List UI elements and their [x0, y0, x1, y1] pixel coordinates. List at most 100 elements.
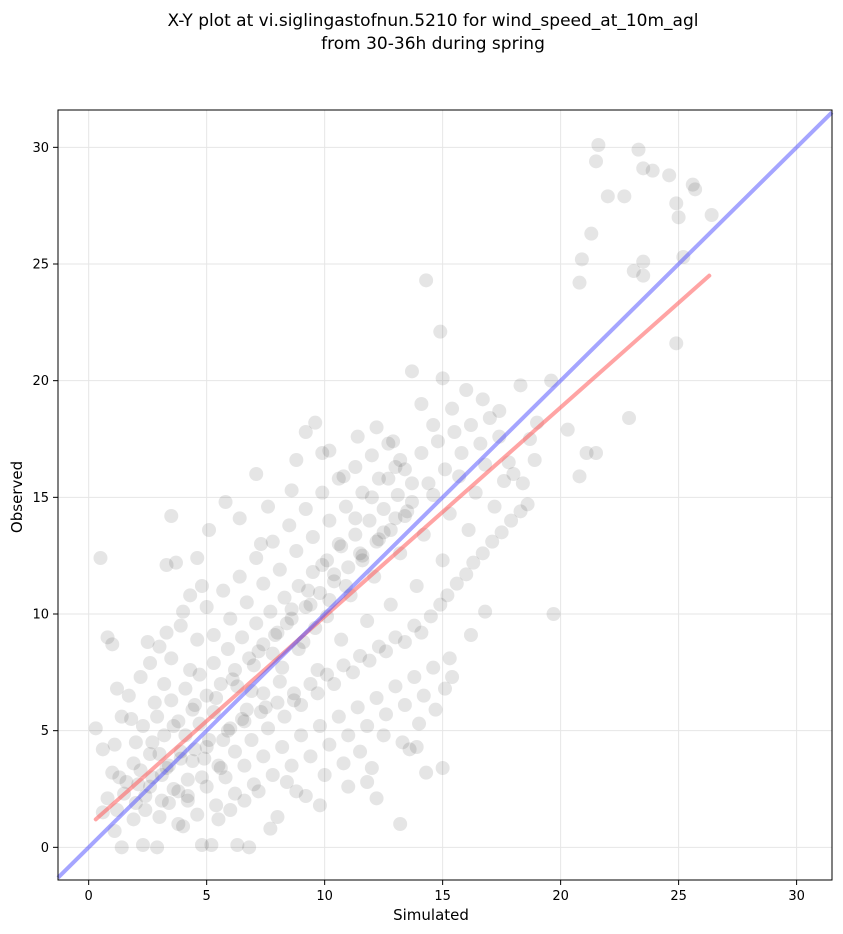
data-point	[223, 721, 238, 736]
data-point	[107, 737, 122, 752]
data-point	[164, 693, 179, 708]
data-point	[353, 744, 368, 759]
data-point	[161, 796, 176, 810]
data-point	[348, 460, 363, 474]
data-point	[206, 628, 221, 642]
data-point	[388, 679, 403, 694]
data-point	[390, 488, 405, 502]
data-point	[157, 728, 172, 743]
data-point	[442, 651, 457, 666]
data-point	[126, 756, 141, 771]
data-point	[315, 485, 330, 500]
data-point	[159, 558, 174, 572]
chart-title-line-2: from 30-36h during spring	[321, 34, 545, 54]
data-point	[199, 779, 214, 794]
data-point	[261, 721, 276, 736]
data-point	[435, 553, 450, 568]
data-point	[487, 499, 502, 514]
data-point	[190, 551, 205, 565]
data-point	[223, 611, 238, 626]
data-point	[242, 840, 257, 855]
data-point	[256, 686, 271, 701]
data-point	[303, 677, 318, 691]
x-tick-label: 15	[434, 889, 451, 904]
data-point	[140, 635, 155, 649]
data-point	[185, 754, 200, 768]
data-point	[353, 546, 368, 561]
data-point	[589, 154, 604, 169]
data-point	[192, 667, 207, 682]
data-point	[322, 737, 337, 752]
data-point	[284, 758, 299, 773]
data-point	[171, 784, 186, 799]
data-point	[454, 446, 469, 460]
data-point	[194, 770, 209, 785]
data-point	[216, 733, 231, 747]
data-point	[362, 513, 377, 528]
x-tick-label: 30	[788, 889, 805, 904]
y-axis-ticks: 0 5 10 15 20 25 30	[32, 141, 58, 856]
data-point	[190, 632, 205, 647]
data-point	[275, 660, 290, 675]
data-point	[244, 733, 259, 747]
data-point	[251, 784, 266, 799]
data-point	[409, 740, 424, 754]
data-point	[355, 553, 370, 568]
data-point	[298, 789, 313, 803]
data-point	[246, 658, 261, 673]
data-point	[320, 667, 335, 682]
data-point	[112, 770, 127, 785]
data-point	[438, 462, 452, 477]
data-point	[388, 511, 403, 526]
data-point	[298, 600, 313, 614]
data-point	[270, 695, 285, 710]
data-point	[669, 336, 684, 351]
data-point	[204, 838, 219, 852]
data-point	[239, 702, 254, 717]
data-point	[289, 784, 304, 799]
data-point	[138, 803, 153, 817]
data-point	[209, 798, 224, 813]
data-point	[459, 567, 474, 582]
data-point	[289, 544, 304, 558]
data-point	[93, 551, 108, 565]
data-point	[350, 429, 365, 444]
data-point	[345, 665, 360, 680]
data-point	[183, 663, 198, 677]
data-point	[589, 446, 604, 460]
data-point	[527, 453, 542, 467]
data-point	[383, 523, 398, 537]
data-point	[409, 579, 424, 593]
data-point	[258, 700, 273, 715]
data-point	[218, 770, 233, 785]
data-point	[126, 812, 141, 827]
chart-title-line-1: X-Y plot at vi.siglingastofnun.5210 for …	[167, 11, 698, 31]
data-point	[584, 226, 599, 241]
regression-line	[93, 273, 712, 822]
data-point	[414, 446, 429, 460]
y-tick-label: 0	[41, 841, 49, 856]
data-point	[355, 485, 370, 500]
data-point	[272, 674, 287, 689]
data-point	[133, 670, 148, 684]
data-point	[227, 786, 242, 801]
data-point	[202, 523, 217, 537]
data-point	[227, 744, 242, 759]
data-point	[376, 502, 391, 516]
data-point	[268, 628, 283, 642]
data-point	[574, 252, 589, 267]
data-point	[369, 791, 384, 806]
data-point	[223, 803, 238, 817]
data-point	[435, 761, 450, 775]
data-point	[253, 705, 268, 719]
data-point	[263, 604, 278, 619]
data-point	[669, 196, 684, 211]
data-point	[143, 747, 158, 761]
data-point	[402, 742, 417, 757]
data-point	[520, 497, 535, 512]
data-point	[445, 401, 460, 416]
data-point	[312, 798, 327, 813]
data-point	[150, 709, 165, 724]
data-point	[419, 273, 434, 288]
data-point	[249, 551, 264, 565]
